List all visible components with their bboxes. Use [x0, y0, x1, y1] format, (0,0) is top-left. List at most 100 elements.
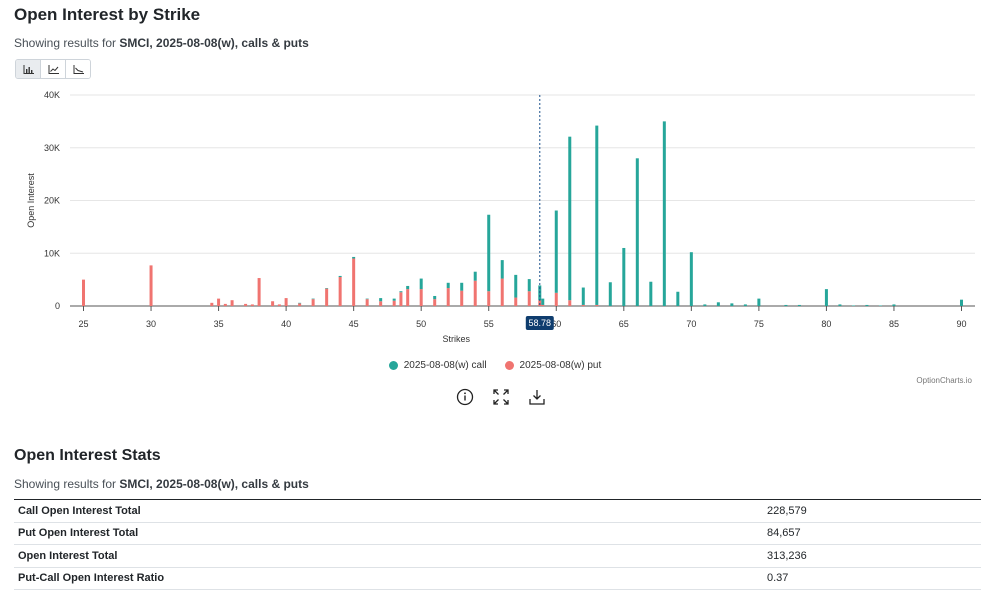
- bar-call: [406, 285, 410, 290]
- x-tick-label: 75: [754, 319, 764, 329]
- bar-put: [460, 290, 464, 306]
- x-tick-label: 90: [956, 319, 966, 329]
- legend-item-call[interactable]: 2025-08-08(w) call: [388, 360, 487, 371]
- x-tick-label: 35: [214, 319, 224, 329]
- bar-call: [824, 289, 828, 306]
- y-tick-label: 20K: [44, 196, 60, 206]
- fullscreen-button[interactable]: [491, 387, 511, 407]
- bar-call: [514, 274, 518, 298]
- stats-subtitle-prefix: Showing results for: [14, 477, 120, 491]
- x-tick-label: 30: [146, 319, 156, 329]
- bar-call: [568, 136, 572, 301]
- line-chart-button[interactable]: [41, 60, 66, 78]
- bar-put: [446, 288, 450, 306]
- bar-put: [527, 291, 531, 306]
- bar-put: [244, 303, 248, 306]
- x-tick-label: 80: [821, 319, 831, 329]
- stat-value: 228,579: [767, 504, 807, 517]
- bar-call: [959, 299, 963, 306]
- bar-call: [554, 210, 558, 293]
- x-tick-label: 45: [349, 319, 359, 329]
- x-tick-label: 70: [686, 319, 696, 329]
- bar-call: [365, 298, 369, 300]
- bar-call: [527, 279, 531, 292]
- bar-call: [338, 275, 342, 277]
- bar-call: [433, 295, 437, 300]
- legend-swatch-put: [504, 361, 514, 370]
- chart-subtitle: Showing results for SMCI, 2025-08-08(w),…: [14, 36, 309, 50]
- x-tick-label: 25: [78, 319, 88, 329]
- bar-call: [392, 298, 396, 301]
- chart-tools: [455, 387, 547, 407]
- bar-call: [419, 278, 423, 290]
- bar-put: [82, 279, 86, 306]
- area-chart-button[interactable]: [66, 60, 90, 78]
- bar-put: [149, 265, 153, 306]
- x-tick-label: 85: [889, 319, 899, 329]
- table-row: Put Open Interest Total 84,657: [14, 522, 981, 545]
- bar-call: [500, 260, 504, 279]
- bar-put: [433, 299, 437, 306]
- bar-call: [784, 304, 788, 306]
- bar-call: [487, 214, 491, 292]
- bar-put: [210, 302, 214, 306]
- bar-chart-button[interactable]: [16, 60, 41, 78]
- bar-put: [379, 301, 383, 306]
- x-tick-label: 50: [416, 319, 426, 329]
- bar-put: [406, 289, 410, 306]
- bar-put: [365, 299, 369, 306]
- y-tick-label: 40K: [44, 90, 60, 100]
- bar-call: [581, 287, 585, 305]
- bar-call: [298, 302, 302, 304]
- bar-put: [595, 304, 599, 306]
- stats-subtitle: Showing results for SMCI, 2025-08-08(w),…: [14, 477, 309, 491]
- bar-call: [730, 303, 734, 306]
- line-chart-icon: [48, 64, 59, 74]
- x-tick-label: 60: [551, 319, 561, 329]
- bar-call: [676, 291, 680, 306]
- price-marker-badge: [525, 316, 554, 330]
- bar-put: [568, 300, 572, 306]
- info-button[interactable]: [455, 387, 475, 407]
- bar-call: [716, 302, 720, 306]
- chart-type-toggle: [15, 59, 91, 79]
- bar-call: [703, 304, 707, 306]
- bar-put: [311, 299, 315, 306]
- bar-call: [743, 304, 747, 306]
- bar-call: [865, 304, 869, 306]
- bar-put: [500, 278, 504, 306]
- x-tick-label: 40: [281, 319, 291, 329]
- page-title: Open Interest by Strike: [14, 5, 201, 24]
- bar-put: [554, 292, 558, 306]
- x-tick-label: 65: [619, 319, 629, 329]
- bar-call: [473, 271, 477, 281]
- stat-label: Put Open Interest Total: [18, 527, 139, 540]
- fullscreen-icon: [493, 389, 509, 405]
- bar-call: [311, 298, 315, 300]
- bar-put: [325, 288, 329, 306]
- price-marker-label: 58.78: [529, 318, 552, 328]
- stats-title: Open Interest Stats: [14, 447, 161, 464]
- bar-call: [689, 252, 693, 306]
- bar-put: [217, 298, 221, 306]
- bar-put: [487, 291, 491, 306]
- bar-call: [892, 304, 896, 306]
- bar-put: [338, 276, 342, 306]
- chart-legend: 2025-08-08(w) call 2025-08-08(w) put: [0, 360, 990, 371]
- legend-item-put[interactable]: 2025-08-08(w) put: [504, 360, 601, 371]
- bar-call: [757, 298, 761, 306]
- info-icon: [456, 388, 474, 406]
- bar-put: [399, 292, 403, 306]
- bar-put: [581, 304, 585, 306]
- bar-call: [352, 256, 356, 259]
- bar-call: [635, 158, 639, 306]
- stat-value: 0.37: [767, 572, 789, 585]
- bar-call: [649, 281, 653, 306]
- stat-label: Put-Call Open Interest Ratio: [18, 572, 165, 585]
- stats-table: Call Open Interest Total 228,579 Put Ope…: [14, 499, 981, 590]
- bar-put: [514, 297, 518, 306]
- bar-call: [878, 305, 882, 306]
- download-button[interactable]: [527, 387, 547, 407]
- bar-call: [379, 298, 383, 302]
- bar-call: [446, 282, 450, 289]
